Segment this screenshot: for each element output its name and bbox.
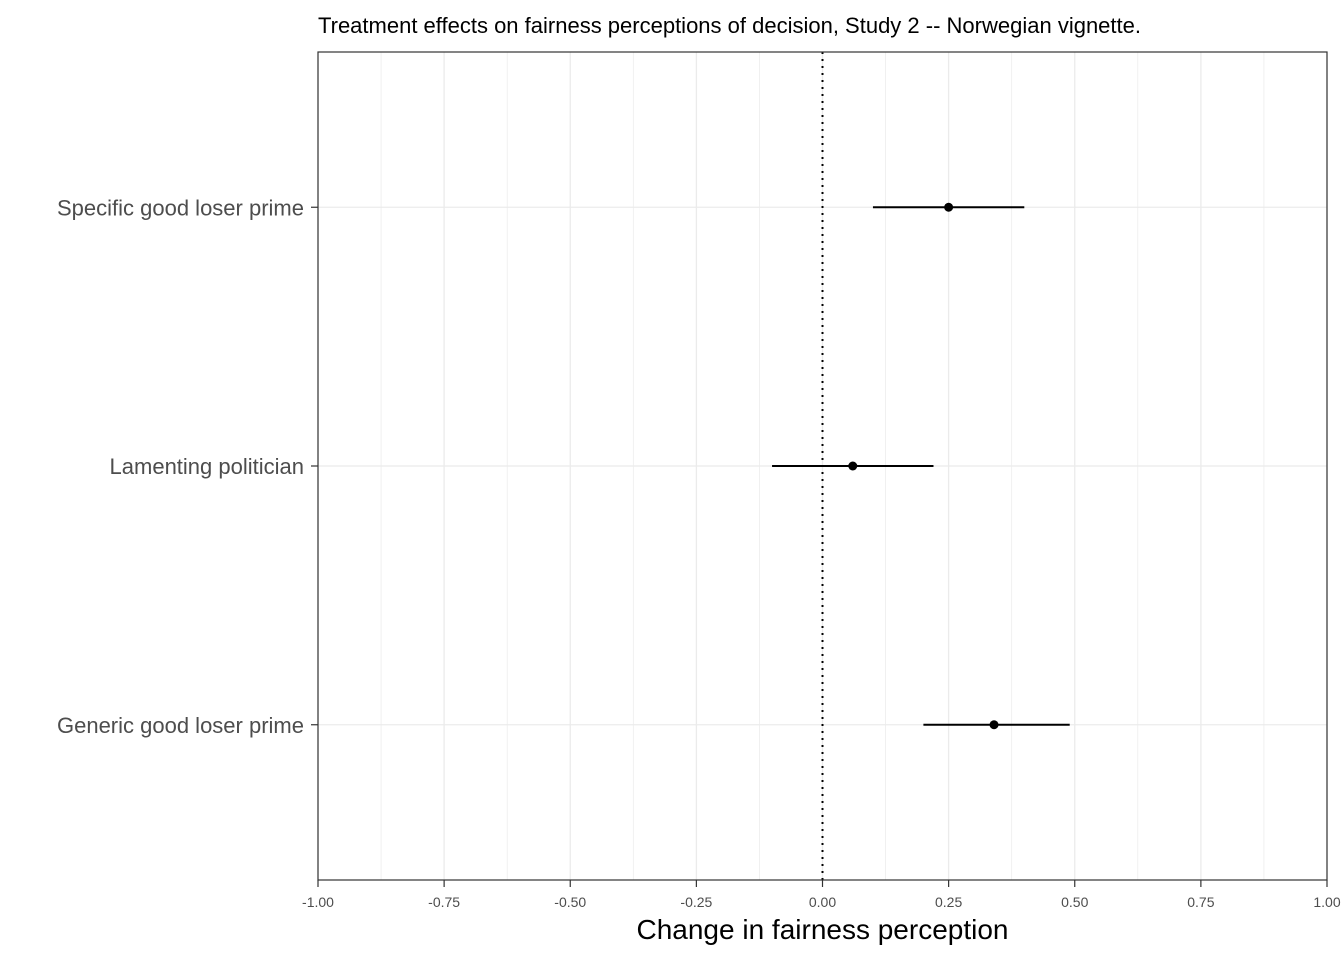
y-axis: Specific good loser prime Lamenting polit… <box>57 195 318 738</box>
chart-title: Treatment effects on fairness perception… <box>318 13 1141 38</box>
x-tick-label: 0.75 <box>1187 894 1214 910</box>
x-axis: -1.00 -0.75 -0.50 -0.25 0.00 0.25 0.50 0.75 1.00 <box>302 880 1341 910</box>
category-label: Lamenting politician <box>110 454 304 479</box>
category-label: Generic good loser prime <box>57 713 304 738</box>
x-tick-label: -0.75 <box>428 894 460 910</box>
point-estimate <box>989 720 999 730</box>
point-estimate <box>944 202 954 212</box>
x-tick-label: -0.50 <box>554 894 586 910</box>
point-estimate <box>848 461 858 471</box>
x-tick-label: -0.25 <box>680 894 712 910</box>
category-label: Specific good loser prime <box>57 195 304 220</box>
x-axis-title: Change in fairness perception <box>636 914 1008 945</box>
x-tick-label: 0.00 <box>809 894 836 910</box>
x-tick-label: 0.25 <box>935 894 962 910</box>
x-tick-label: 1.00 <box>1313 894 1340 910</box>
x-tick-label: -1.00 <box>302 894 334 910</box>
x-tick-label: 0.50 <box>1061 894 1088 910</box>
estimate-marks <box>772 202 1070 730</box>
